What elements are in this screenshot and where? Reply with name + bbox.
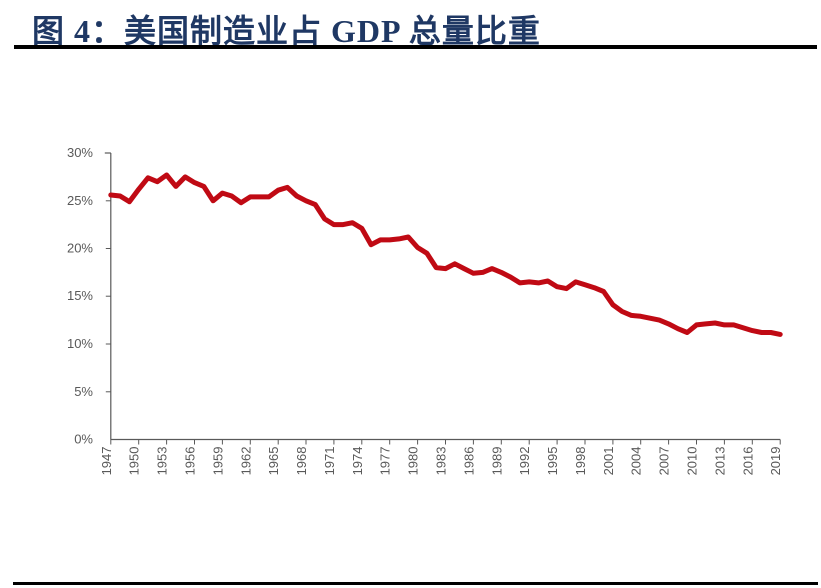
svg-text:5%: 5% [74, 384, 93, 399]
svg-text:2010: 2010 [685, 447, 700, 476]
svg-text:1989: 1989 [489, 447, 504, 476]
svg-text:1959: 1959 [210, 447, 225, 476]
svg-text:2001: 2001 [601, 447, 616, 476]
svg-text:0%: 0% [74, 432, 93, 447]
svg-text:1998: 1998 [573, 447, 588, 476]
svg-text:1947: 1947 [99, 447, 114, 476]
svg-text:20%: 20% [67, 241, 93, 256]
svg-text:1950: 1950 [127, 447, 142, 476]
svg-text:1995: 1995 [545, 447, 560, 476]
svg-text:1953: 1953 [155, 447, 170, 476]
svg-text:1992: 1992 [517, 447, 532, 476]
svg-text:2016: 2016 [740, 447, 755, 476]
svg-text:1971: 1971 [322, 447, 337, 476]
svg-text:2007: 2007 [657, 447, 672, 476]
svg-text:1974: 1974 [350, 447, 365, 476]
svg-text:1977: 1977 [378, 447, 393, 476]
svg-text:25%: 25% [67, 193, 93, 208]
svg-text:1962: 1962 [238, 447, 253, 476]
svg-text:10%: 10% [67, 336, 93, 351]
svg-text:15%: 15% [67, 288, 93, 303]
svg-text:2013: 2013 [712, 447, 727, 476]
svg-text:1965: 1965 [266, 447, 281, 476]
svg-text:1980: 1980 [406, 447, 421, 476]
svg-text:1968: 1968 [294, 447, 309, 476]
svg-text:1956: 1956 [183, 447, 198, 476]
svg-text:1983: 1983 [434, 447, 449, 476]
svg-text:2004: 2004 [629, 447, 644, 476]
svg-text:30%: 30% [67, 145, 93, 160]
svg-text:2019: 2019 [768, 447, 783, 476]
svg-text:1986: 1986 [461, 447, 476, 476]
